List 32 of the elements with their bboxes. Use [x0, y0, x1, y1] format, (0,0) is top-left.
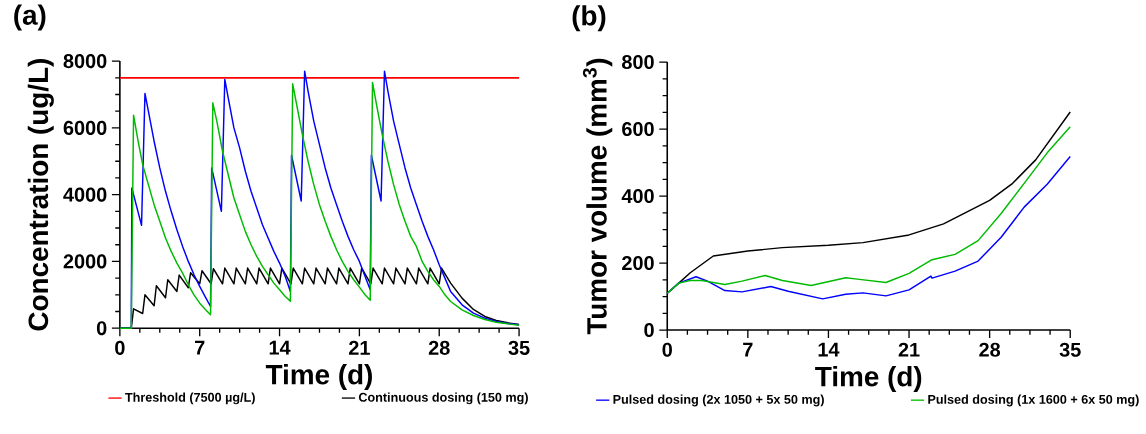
x-axis-title: Time (d) — [815, 366, 922, 392]
y-tick-label: 8000 — [63, 54, 107, 69]
x-tick-label: 0 — [662, 342, 672, 357]
x-tick-label: 21 — [898, 342, 920, 357]
y-tick-label: 600 — [622, 122, 654, 137]
x-tick-label: 0 — [115, 340, 125, 355]
y-tick-label: 200 — [622, 256, 654, 271]
y-tick-label: 0 — [644, 323, 654, 338]
y-tick-label: 800 — [622, 55, 654, 70]
x-tick-label: 14 — [269, 340, 291, 355]
x-tick-label: 28 — [428, 340, 450, 355]
legend-label: Threshold (7500 µg/L) — [125, 392, 255, 405]
x-tick-label: 7 — [743, 342, 753, 357]
x-tick-label: 35 — [508, 340, 530, 356]
chart-title: (b) — [572, 5, 606, 32]
y-axis-title: Tumor volume (mm$^{3}$) — [582, 58, 613, 335]
x-axis-title: Time (d) — [265, 364, 372, 391]
y-tick-label: 400 — [621, 189, 654, 204]
y-tick-label: 0 — [96, 321, 107, 336]
y-axis-title: Concentration (ug/L) — [27, 59, 54, 331]
y-tick-label: 6000 — [63, 120, 107, 135]
x-tick-label: 35 — [1059, 342, 1081, 357]
chart-title: (a) — [14, 4, 46, 31]
x-tick-label: 14 — [818, 342, 840, 357]
y-tick-label: 2000 — [63, 254, 107, 269]
legend-label: Pulsed dosing (2x 1050 + 5x 50 mg) — [613, 394, 824, 407]
legend-label: Continuous dosing (150 mg) — [358, 392, 528, 405]
x-tick-label: 7 — [195, 340, 205, 355]
legend-label: Pulsed dosing (1x 1600 + 6x 50 mg) — [928, 394, 1139, 407]
x-tick-label: 28 — [979, 342, 1001, 357]
x-tick-label: 21 — [349, 340, 370, 355]
y-tick-label: 4000 — [63, 187, 107, 202]
